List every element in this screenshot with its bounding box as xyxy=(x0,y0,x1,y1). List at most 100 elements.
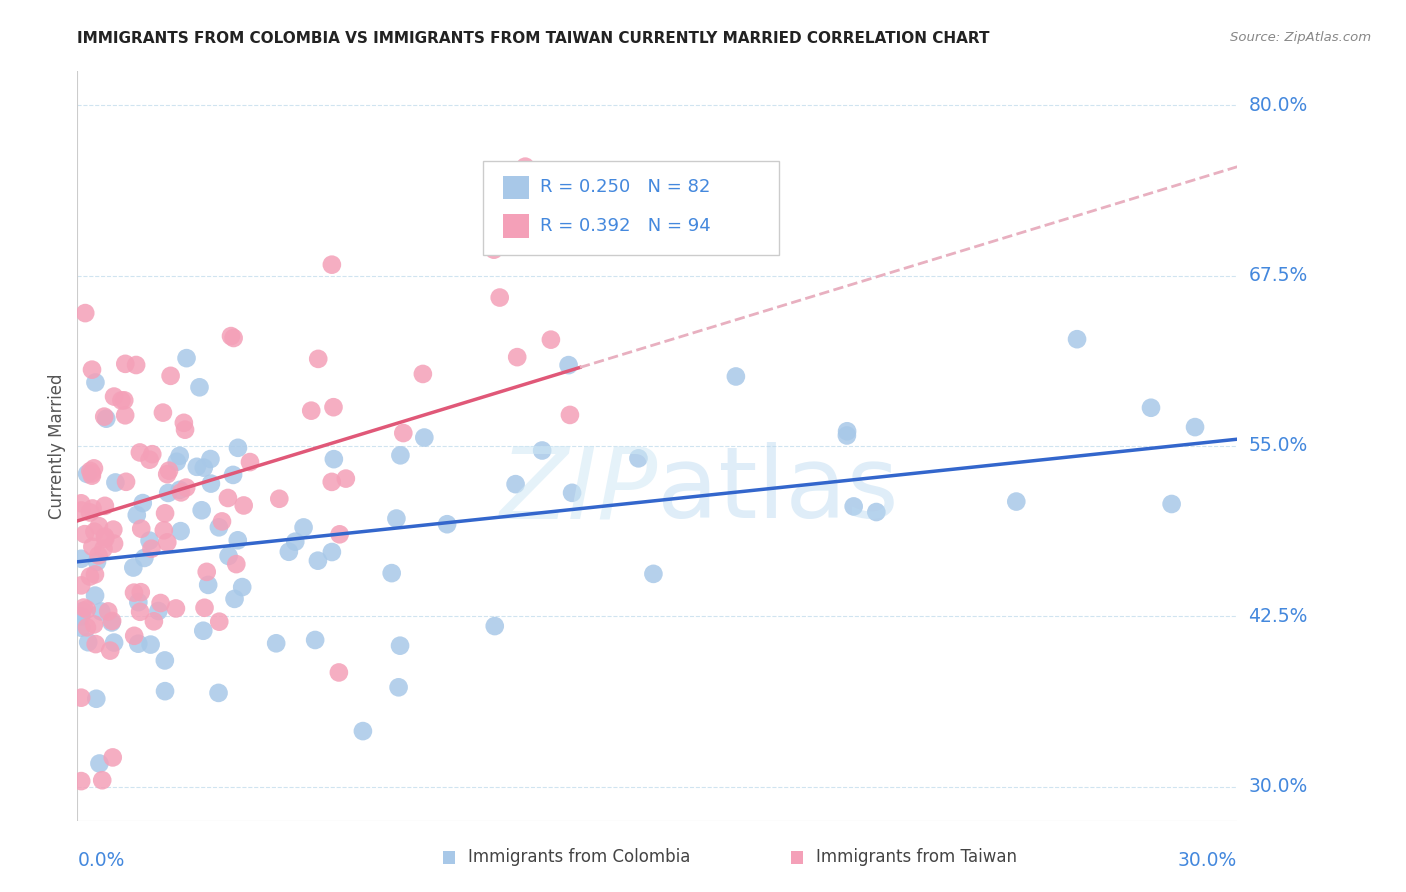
FancyBboxPatch shape xyxy=(484,161,779,255)
Point xyxy=(79,506,101,520)
Point xyxy=(157,486,180,500)
Point xyxy=(156,535,179,549)
Point xyxy=(86,555,108,569)
Point xyxy=(269,491,291,506)
Point xyxy=(413,431,436,445)
Point xyxy=(83,524,105,539)
Point xyxy=(98,643,121,657)
Point xyxy=(239,455,262,469)
Point xyxy=(842,500,865,514)
Point xyxy=(73,600,96,615)
Point xyxy=(321,475,343,489)
Point xyxy=(195,565,218,579)
Point xyxy=(76,620,98,634)
Point xyxy=(100,615,122,630)
Point xyxy=(207,686,229,700)
Point xyxy=(139,638,162,652)
Point xyxy=(101,614,124,628)
Point xyxy=(83,617,105,632)
Point xyxy=(200,452,222,467)
Point xyxy=(506,350,529,364)
Point xyxy=(70,621,93,635)
Point xyxy=(197,578,219,592)
Point xyxy=(96,411,118,425)
Point xyxy=(222,331,245,345)
Point xyxy=(77,635,100,649)
Point xyxy=(103,523,125,537)
Bar xyxy=(503,214,529,238)
Point xyxy=(84,589,107,603)
Point xyxy=(284,534,307,549)
Text: IMMIGRANTS FROM COLOMBIA VS IMMIGRANTS FROM TAIWAN CURRENTLY MARRIED CORRELATION: IMMIGRANTS FROM COLOMBIA VS IMMIGRANTS F… xyxy=(77,31,990,46)
Point xyxy=(643,566,665,581)
Point xyxy=(73,527,96,541)
Text: 55.0%: 55.0% xyxy=(1249,436,1308,456)
Point xyxy=(75,306,97,320)
Point xyxy=(219,329,242,343)
Point xyxy=(80,467,103,481)
Text: 67.5%: 67.5% xyxy=(1249,266,1308,285)
Point xyxy=(93,409,115,424)
Point xyxy=(115,475,138,489)
Point xyxy=(70,578,93,592)
Point xyxy=(208,520,231,534)
Point xyxy=(157,464,180,478)
Point xyxy=(208,615,231,629)
Point xyxy=(387,681,409,695)
Point xyxy=(835,424,858,438)
Point xyxy=(79,569,101,583)
Text: Immigrants from Taiwan: Immigrants from Taiwan xyxy=(817,847,1017,865)
Point xyxy=(93,541,115,556)
Point xyxy=(132,496,155,510)
Point xyxy=(134,550,156,565)
Point xyxy=(218,549,240,563)
Text: R = 0.250   N = 82: R = 0.250 N = 82 xyxy=(540,178,710,196)
Point xyxy=(186,459,208,474)
Point xyxy=(152,524,174,538)
Point xyxy=(129,522,152,536)
Point xyxy=(70,496,93,510)
Point xyxy=(505,477,527,491)
Point xyxy=(169,483,191,497)
Point xyxy=(114,357,136,371)
Point xyxy=(1005,494,1028,508)
Text: Immigrants from Colombia: Immigrants from Colombia xyxy=(468,847,690,865)
Point xyxy=(76,467,98,481)
Point xyxy=(70,503,93,517)
Point xyxy=(82,501,104,516)
Point xyxy=(321,258,343,272)
Point xyxy=(1184,420,1206,434)
Point xyxy=(190,503,212,517)
Point xyxy=(436,517,458,532)
Point xyxy=(307,554,329,568)
Point xyxy=(299,403,322,417)
Point xyxy=(561,486,583,500)
Point xyxy=(97,604,120,618)
Point xyxy=(76,602,98,616)
Point xyxy=(226,533,249,548)
Point xyxy=(166,455,188,469)
Text: 0.0%: 0.0% xyxy=(77,851,125,871)
Point xyxy=(211,515,233,529)
Point xyxy=(165,601,187,615)
Point xyxy=(627,451,650,466)
Point xyxy=(515,160,537,174)
Text: Source: ZipAtlas.com: Source: ZipAtlas.com xyxy=(1230,31,1371,45)
Point xyxy=(174,423,197,437)
Point xyxy=(80,362,103,376)
Text: R = 0.392   N = 94: R = 0.392 N = 94 xyxy=(540,218,711,235)
Point xyxy=(89,756,111,771)
Point xyxy=(226,441,249,455)
Point xyxy=(94,532,117,546)
Point xyxy=(127,595,149,609)
Point xyxy=(82,540,104,554)
Point xyxy=(141,541,163,556)
Point xyxy=(87,549,110,563)
Point xyxy=(138,533,160,548)
Point xyxy=(381,566,404,581)
Point xyxy=(169,524,191,538)
Point xyxy=(141,447,163,461)
Point xyxy=(264,636,287,650)
Point xyxy=(84,567,107,582)
Point xyxy=(148,604,170,618)
